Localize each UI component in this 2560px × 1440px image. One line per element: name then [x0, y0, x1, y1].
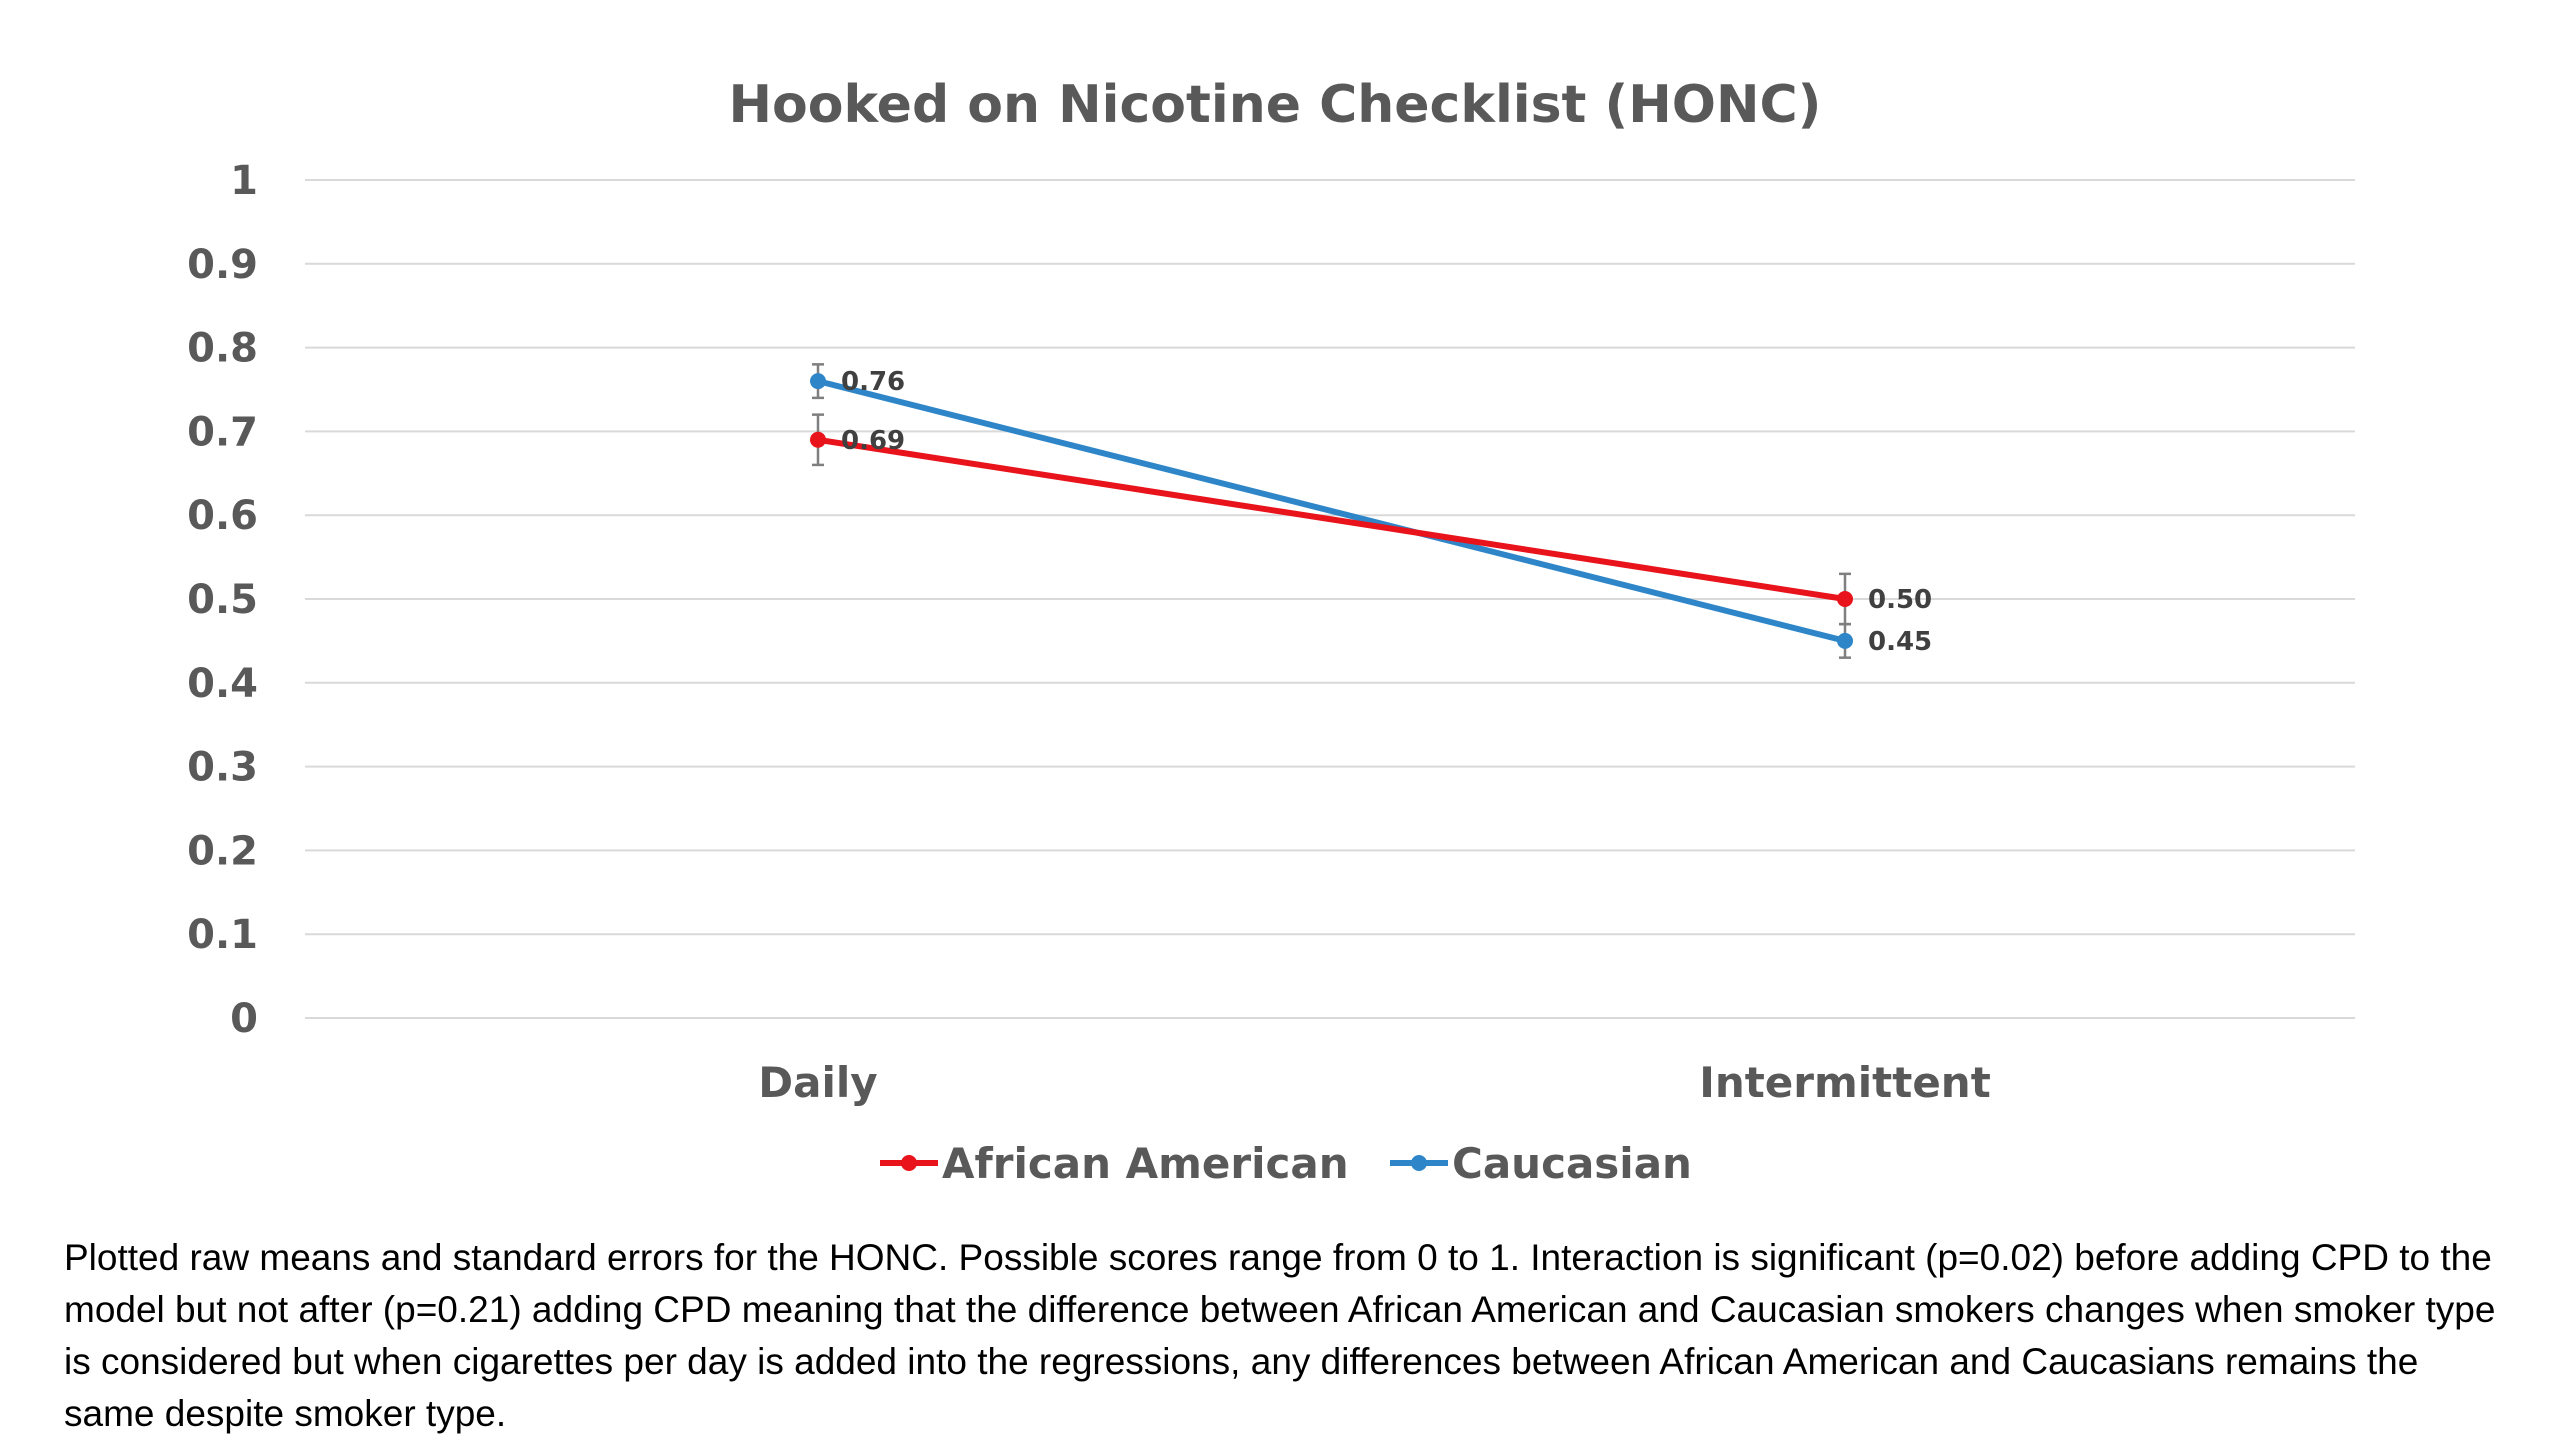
y-tick-label: 0.1: [187, 912, 258, 958]
data-point: [810, 373, 826, 390]
legend-label: Caucasian: [1452, 1139, 1692, 1188]
series-line: [817, 378, 1846, 644]
data-label: 0.45: [1868, 627, 1932, 657]
y-tick-label: 0: [230, 996, 258, 1042]
legend-item: African American: [880, 1139, 1349, 1188]
y-tick-label: 0.9: [187, 242, 258, 288]
y-tick-label: 0.7: [187, 409, 258, 455]
series-line: [817, 436, 1846, 602]
series-lines: 0.69 0.50 0.76 0.45: [810, 363, 1932, 659]
data-label: 0.69: [841, 426, 905, 456]
y-tick-label: 0.2: [187, 828, 258, 874]
y-tick-label: 0.8: [187, 326, 258, 372]
legend-item: Caucasian: [1390, 1139, 1692, 1188]
y-axis-tick-labels: 0 0.1 0.2 0.3 0.4 0.5 0.6 0.7 0.8 0.9 1: [187, 158, 258, 1042]
figure-caption: Plotted raw means and standard errors fo…: [64, 1237, 2496, 1434]
legend: African American Caucasian: [880, 1139, 1692, 1188]
data-label: 0.76: [841, 367, 905, 397]
data-point: [1837, 632, 1853, 649]
legend-marker: [1411, 1155, 1427, 1171]
chart-title: Hooked on Nicotine Checklist (HONC): [729, 75, 1822, 135]
x-axis-category-labels: Daily Intermittent: [758, 1058, 1990, 1107]
gridlines: [305, 179, 2355, 1019]
y-tick-label: 0.5: [187, 577, 258, 623]
y-tick-label: 0.3: [187, 745, 258, 791]
legend-label: African American: [942, 1139, 1349, 1188]
y-tick-label: 1: [230, 158, 258, 204]
data-point: [810, 431, 826, 448]
y-tick-label: 0.4: [187, 661, 258, 707]
y-tick-label: 0.6: [187, 493, 258, 539]
legend-marker: [901, 1155, 917, 1171]
x-category-label: Daily: [758, 1058, 877, 1107]
x-category-label: Intermittent: [1699, 1058, 1991, 1107]
data-label: 0.50: [1868, 585, 1932, 615]
honc-line-chart: Hooked on Nicotine Checklist (HONC) 0 0.1…: [187, 75, 2355, 1188]
data-point: [1837, 591, 1853, 607]
